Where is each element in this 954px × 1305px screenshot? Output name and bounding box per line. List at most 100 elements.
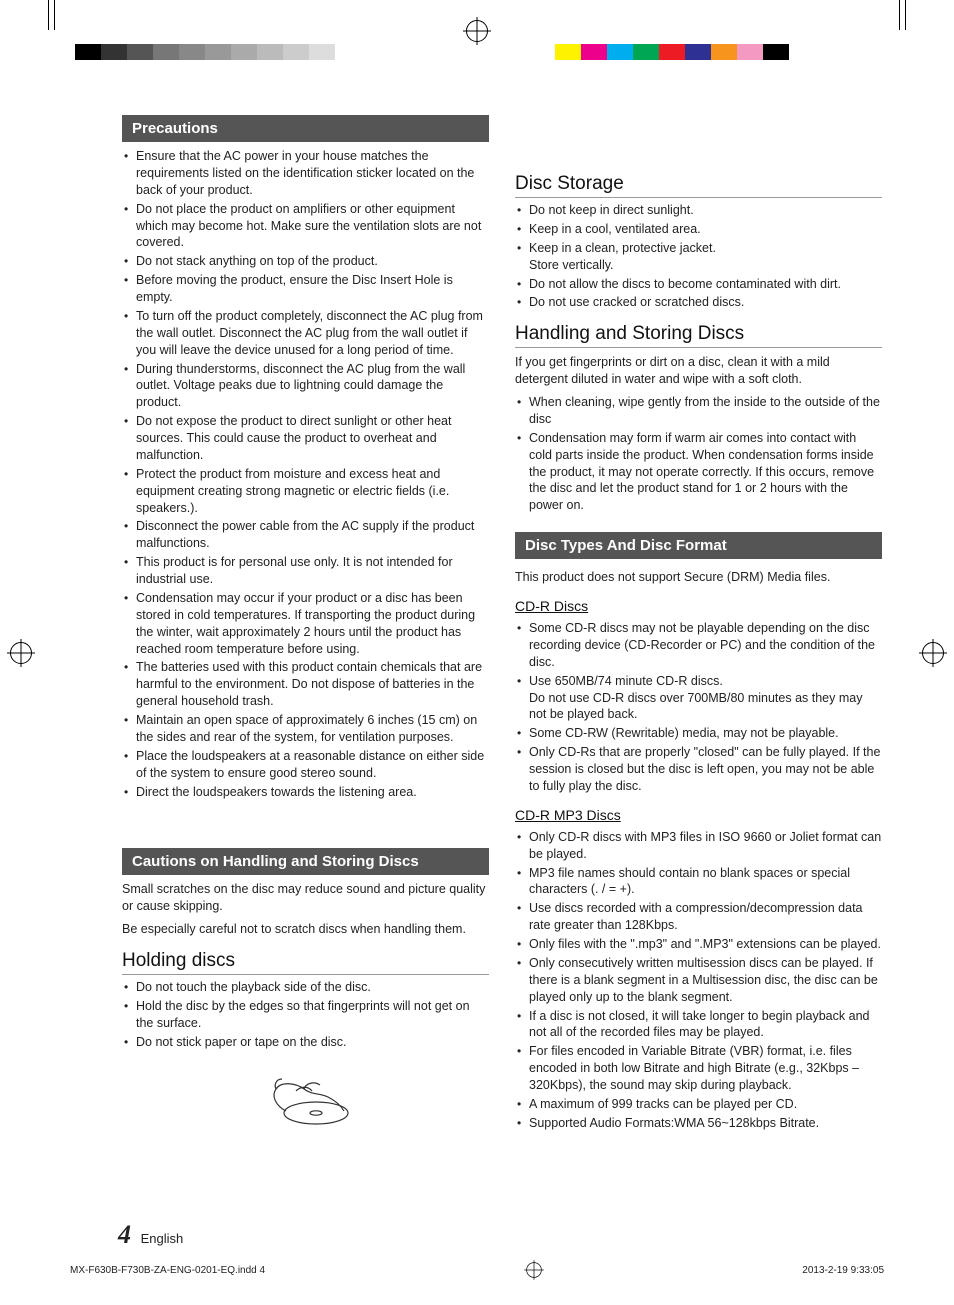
list-item: Do not expose the product to direct sunl… — [122, 413, 489, 464]
color-swatch — [711, 44, 737, 60]
cautions-para: Small scratches on the disc may reduce s… — [122, 881, 489, 915]
handling-storing-heading: Handling and Storing Discs — [515, 323, 882, 348]
color-swatch — [283, 44, 309, 60]
color-swatch — [555, 44, 581, 60]
color-swatch — [581, 44, 607, 60]
list-item: To turn off the product completely, disc… — [122, 308, 489, 359]
list-item: Some CD-R discs may not be playable depe… — [515, 620, 882, 671]
disc-storage-heading: Disc Storage — [515, 173, 882, 198]
registration-mark-icon — [922, 642, 944, 664]
list-item: Do not keep in direct sunlight. — [515, 202, 882, 219]
right-column: Disc Storage Do not keep in direct sunli… — [515, 115, 882, 1205]
list-item: Disconnect the power cable from the AC s… — [122, 518, 489, 552]
list-item: Supported Audio Formats:WMA 56~128kbps B… — [515, 1115, 882, 1132]
cautions-handling-heading: Cautions on Handling and Storing Discs — [122, 848, 489, 875]
cdr-list: Some CD-R discs may not be playable depe… — [515, 620, 882, 795]
cdr-mp3-heading: CD-R MP3 Discs — [515, 807, 882, 823]
list-item: A maximum of 999 tracks can be played pe… — [515, 1096, 882, 1113]
left-column: Precautions Ensure that the AC power in … — [122, 115, 489, 1205]
spacer — [122, 808, 489, 848]
printer-marks-top — [0, 22, 954, 62]
precautions-heading: Precautions — [122, 115, 489, 142]
page-number: 4 English — [118, 1220, 183, 1250]
registration-mark-icon — [466, 20, 488, 42]
color-swatch — [257, 44, 283, 60]
list-item: Ensure that the AC power in your house m… — [122, 148, 489, 199]
cdr-heading: CD-R Discs — [515, 598, 882, 614]
list-item: Do not allow the discs to become contami… — [515, 276, 882, 293]
list-item: Only CD-Rs that are properly "closed" ca… — [515, 744, 882, 795]
crop-mark — [905, 0, 906, 30]
color-swatch — [607, 44, 633, 60]
holding-discs-heading: Holding discs — [122, 950, 489, 975]
list-item: Direct the loudspeakers towards the list… — [122, 784, 489, 801]
color-swatch — [75, 44, 101, 60]
list-item-subline: Do not use CD-R discs over 700MB/80 minu… — [529, 690, 882, 724]
color-swatch — [127, 44, 153, 60]
page-number-digit: 4 — [118, 1220, 131, 1249]
cautions-para: Be especially careful not to scratch dis… — [122, 921, 489, 938]
color-swatch — [231, 44, 257, 60]
list-item: If a disc is not closed, it will take lo… — [515, 1008, 882, 1042]
color-swatch — [205, 44, 231, 60]
content-area: Precautions Ensure that the AC power in … — [122, 115, 882, 1205]
footer-filename: MX-F630B-F730B-ZA-ENG-0201-EQ.indd 4 — [70, 1265, 265, 1276]
list-item: Do not touch the playback side of the di… — [122, 979, 489, 996]
list-item: Keep in a cool, ventilated area. — [515, 221, 882, 238]
list-item: Hold the disc by the edges so that finge… — [122, 998, 489, 1032]
list-item: Place the loudspeakers at a reasonable d… — [122, 748, 489, 782]
list-item: Use discs recorded with a compression/de… — [515, 900, 882, 934]
list-item: During thunderstorms, disconnect the AC … — [122, 361, 489, 412]
list-item: Do not stick paper or tape on the disc. — [122, 1034, 489, 1051]
list-item: Use 650MB/74 minute CD-R discs.Do not us… — [515, 673, 882, 724]
crop-mark — [899, 0, 900, 30]
list-item-subline: Store vertically. — [529, 257, 882, 274]
color-swatch — [685, 44, 711, 60]
holding-discs-list: Do not touch the playback side of the di… — [122, 979, 489, 1051]
list-item: When cleaning, wipe gently from the insi… — [515, 394, 882, 428]
list-item: Some CD-RW (Rewritable) media, may not b… — [515, 725, 882, 742]
handling-intro: If you get fingerprints or dirt on a dis… — [515, 354, 882, 388]
color-swatch — [633, 44, 659, 60]
spacer — [515, 115, 882, 161]
color-swatch — [659, 44, 685, 60]
footer: MX-F630B-F730B-ZA-ENG-0201-EQ.indd 4 201… — [70, 1259, 884, 1281]
list-item: Only consecutively written multisession … — [515, 955, 882, 1006]
color-swatch — [737, 44, 763, 60]
disc-types-heading: Disc Types And Disc Format — [515, 532, 882, 559]
list-item: Before moving the product, ensure the Di… — [122, 272, 489, 306]
handling-storing-list: When cleaning, wipe gently from the insi… — [515, 394, 882, 514]
crop-mark — [48, 0, 49, 30]
precautions-list: Ensure that the AC power in your house m… — [122, 148, 489, 800]
list-item: Only files with the ".mp3" and ".MP3" ex… — [515, 936, 882, 953]
color-swatch — [153, 44, 179, 60]
list-item: Do not stack anything on top of the prod… — [122, 253, 489, 270]
list-item: Only CD-R discs with MP3 files in ISO 96… — [515, 829, 882, 863]
disc-types-note: This product does not support Secure (DR… — [515, 569, 882, 586]
list-item: Keep in a clean, protective jacket.Store… — [515, 240, 882, 274]
grayscale-swatches — [75, 44, 335, 60]
disc-storage-list: Do not keep in direct sunlight. Keep in a… — [515, 202, 882, 311]
crop-mark — [54, 0, 55, 30]
list-item: Condensation may occur if your product o… — [122, 590, 489, 658]
list-item: For files encoded in Variable Bitrate (V… — [515, 1043, 882, 1094]
list-item: This product is for personal use only. I… — [122, 554, 489, 588]
list-item: Do not use cracked or scratched discs. — [515, 294, 882, 311]
list-item: Protect the product from moisture and ex… — [122, 466, 489, 517]
color-swatches — [555, 44, 789, 60]
registration-mark-icon — [10, 642, 32, 664]
page-language: English — [141, 1231, 184, 1246]
color-swatch — [309, 44, 335, 60]
list-item: Do not place the product on amplifiers o… — [122, 201, 489, 252]
color-swatch — [763, 44, 789, 60]
spacer — [515, 522, 882, 532]
page: Precautions Ensure that the AC power in … — [0, 0, 954, 1305]
registration-mark-icon — [526, 1262, 541, 1277]
list-item: Maintain an open space of approximately … — [122, 712, 489, 746]
color-swatch — [179, 44, 205, 60]
list-item: Condensation may form if warm air comes … — [515, 430, 882, 514]
disc-holding-illustration — [246, 1061, 366, 1131]
cdr-mp3-list: Only CD-R discs with MP3 files in ISO 96… — [515, 829, 882, 1132]
list-item: MP3 file names should contain no blank s… — [515, 865, 882, 899]
color-swatch — [101, 44, 127, 60]
